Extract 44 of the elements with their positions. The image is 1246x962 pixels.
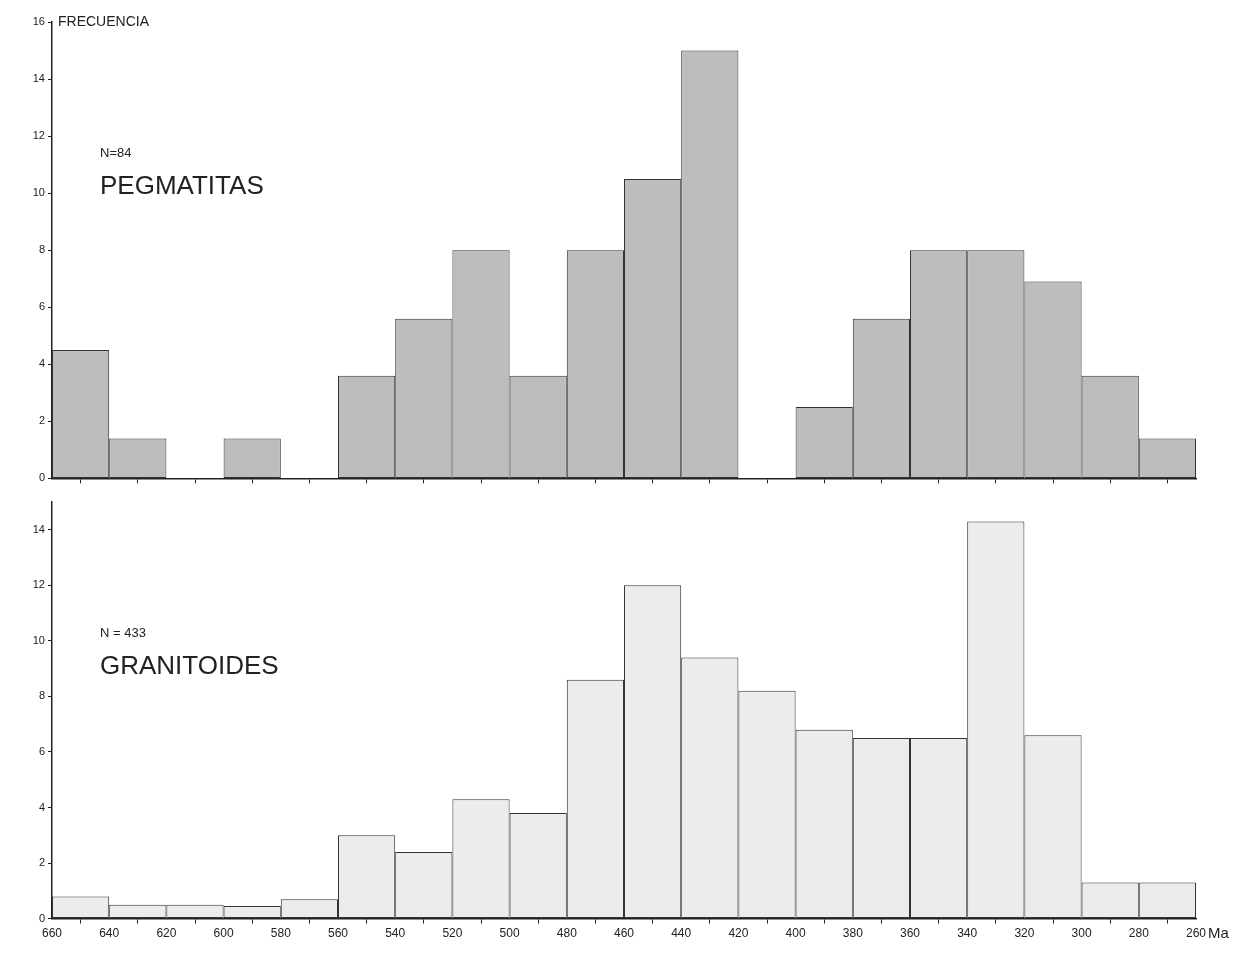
x-tick-label: 580 [270, 926, 292, 941]
annotation: N=84 [100, 145, 132, 160]
annotation: GRANITOIDES [100, 650, 279, 680]
x-tick-label: 440 [671, 926, 692, 941]
y-tick-label: 0 [38, 471, 45, 484]
x-tick-label: 400 [785, 926, 806, 941]
y-tick-label: 2 [38, 414, 45, 427]
y-tick-label: 8 [38, 689, 45, 702]
x-tick-label: 660 [41, 926, 63, 941]
annotation: PEGMATITAS [100, 170, 264, 200]
y-tick-label: 10 [32, 633, 45, 646]
x-tick-label: 260 [1185, 926, 1207, 941]
y-tick-label: 14 [32, 72, 45, 85]
x-axis-title: Ma [1208, 924, 1230, 942]
x-tick-label: 320 [1014, 926, 1035, 941]
x-tick-label: 620 [156, 926, 177, 941]
x-tick-label: 500 [499, 926, 520, 941]
y-tick-label: 16 [32, 15, 45, 28]
x-tick-label: 420 [728, 926, 749, 941]
y-tick-label: 0 [38, 911, 45, 924]
y-tick-label: 6 [38, 300, 45, 313]
y-axis-title: FRECUENCIA [58, 12, 150, 29]
y-tick-label: 8 [38, 243, 45, 256]
x-tick-label: 540 [385, 926, 406, 941]
y-tick-label: 10 [32, 186, 45, 199]
y-tick-label: 4 [38, 357, 45, 370]
y-tick-label: 12 [32, 578, 45, 591]
x-tick-label: 280 [1128, 926, 1150, 941]
x-tick-label: 520 [442, 926, 463, 941]
y-tick-label: 14 [32, 522, 45, 535]
y-tick-label: 4 [38, 800, 45, 813]
annotation: N = 433 [100, 625, 146, 640]
x-tick-label: 340 [957, 926, 978, 941]
y-tick-label: 12 [32, 129, 45, 142]
x-tick-label: 380 [842, 926, 864, 941]
x-tick-label: 480 [556, 926, 578, 941]
y-tick-label: 6 [38, 744, 45, 757]
x-tick-label: 600 [213, 926, 234, 941]
x-tick-label: 300 [1071, 926, 1092, 941]
x-tick-label: 560 [327, 926, 349, 941]
x-tick-label: 640 [99, 926, 120, 941]
x-tick-label: 460 [613, 926, 635, 941]
y-tick-label: 2 [38, 856, 45, 869]
x-tick-label: 360 [899, 926, 921, 941]
